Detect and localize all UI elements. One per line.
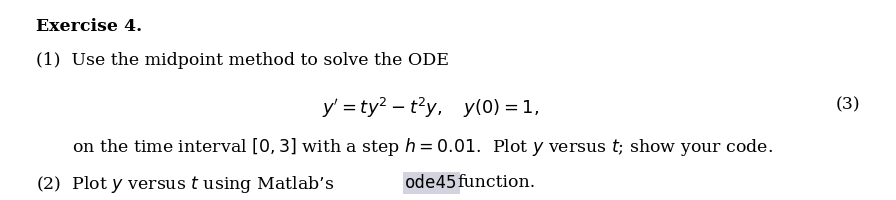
Text: $y' = ty^2 - t^2y, \quad y(0) = 1,$: $y' = ty^2 - t^2y, \quad y(0) = 1,$ xyxy=(322,96,538,120)
Text: function.: function. xyxy=(457,174,535,191)
Text: ode45: ode45 xyxy=(405,174,458,192)
Text: Exercise 4.: Exercise 4. xyxy=(36,18,142,35)
Text: (1)  Use the midpoint method to solve the ODE: (1) Use the midpoint method to solve the… xyxy=(36,52,449,69)
Text: (3): (3) xyxy=(836,96,860,113)
Text: (2)  Plot $y$ versus $t$ using Matlab’s: (2) Plot $y$ versus $t$ using Matlab’s xyxy=(36,174,334,195)
Text: on the time interval $[0, 3]$ with a step $h = 0.01$.  Plot $y$ versus $t$; show: on the time interval $[0, 3]$ with a ste… xyxy=(72,136,772,158)
